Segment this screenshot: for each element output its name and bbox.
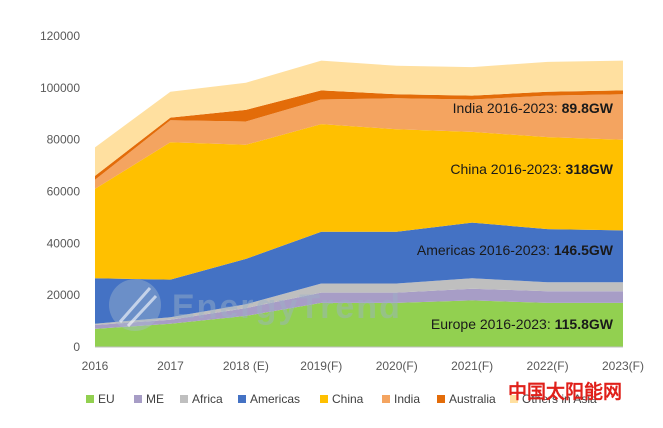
legend-swatch bbox=[134, 395, 142, 403]
legend-item-australia: Australia bbox=[437, 392, 496, 406]
axis-layer: 0 20000 40000 60000 80000 100000 120000 2016 201… bbox=[40, 29, 644, 373]
x-tick-label: 2020(F) bbox=[376, 359, 418, 373]
y-tick-label: 120000 bbox=[40, 29, 80, 43]
area-india bbox=[95, 94, 623, 189]
annotation-label: Europe 2016-2023: 115.8GW bbox=[431, 316, 614, 332]
legend-label: ME bbox=[146, 392, 164, 406]
area-americas bbox=[95, 222, 623, 324]
y-tick-label: 100000 bbox=[40, 81, 80, 95]
legend-swatch bbox=[86, 395, 94, 403]
area-eu bbox=[95, 300, 623, 347]
watermark-english: EnergyTrend bbox=[172, 288, 402, 326]
legend-item-me: ME bbox=[134, 392, 164, 406]
areas-layer bbox=[95, 60, 623, 347]
legend-swatch bbox=[320, 395, 328, 403]
legend-swatch bbox=[437, 395, 445, 403]
watermark-logo-icon bbox=[109, 279, 161, 331]
annotation-label: India 2016-2023: 89.8GW bbox=[453, 100, 614, 116]
watermark-chinese: 中国太阳能网 bbox=[508, 380, 622, 403]
area-australia bbox=[95, 90, 623, 180]
annotation-layer: India 2016-2023: 89.8GW China 2016-2023: … bbox=[417, 100, 614, 332]
y-tick-label: 60000 bbox=[47, 185, 81, 199]
x-tick-label: 2019(F) bbox=[300, 359, 342, 373]
area-china bbox=[95, 124, 623, 280]
y-tick-label: 40000 bbox=[47, 236, 81, 250]
watermark: EnergyTrend bbox=[109, 279, 402, 331]
annotation-label: Americas 2016-2023: 146.5GW bbox=[417, 242, 614, 258]
legend: EU ME Africa Americas China India Australia Oth… bbox=[86, 392, 597, 406]
x-tick-label: 2017 bbox=[157, 359, 184, 373]
legend-item-eu: EU bbox=[86, 392, 115, 406]
legend-swatch bbox=[238, 395, 246, 403]
legend-item-americas: Americas bbox=[238, 392, 300, 406]
annotation-label: China 2016-2023: 318GW bbox=[450, 161, 613, 177]
area-others-in-asia bbox=[95, 60, 623, 176]
x-tick-label: 2023(F) bbox=[602, 359, 644, 373]
legend-label: Others in Asia bbox=[522, 392, 597, 406]
legend-swatch bbox=[382, 395, 390, 403]
legend-item-china: China bbox=[320, 392, 364, 406]
y-tick-label: 20000 bbox=[47, 288, 81, 302]
legend-label: India bbox=[394, 392, 420, 406]
area-me bbox=[95, 288, 623, 329]
x-tick-label: 2022(F) bbox=[527, 359, 569, 373]
legend-item-africa: Africa bbox=[180, 392, 223, 406]
legend-swatch bbox=[180, 395, 188, 403]
y-tick-label: 0 bbox=[73, 340, 80, 354]
legend-swatch bbox=[510, 395, 518, 403]
legend-label: China bbox=[332, 392, 364, 406]
x-tick-label: 2018 (E) bbox=[223, 359, 269, 373]
legend-item-others-in-asia: Others in Asia bbox=[510, 392, 597, 406]
x-tick-label: 2016 bbox=[82, 359, 109, 373]
legend-label: Africa bbox=[192, 392, 223, 406]
legend-label: Americas bbox=[250, 392, 300, 406]
legend-label: Australia bbox=[449, 392, 496, 406]
legend-label: EU bbox=[98, 392, 115, 406]
area-africa bbox=[95, 278, 623, 325]
x-tick-label: 2021(F) bbox=[451, 359, 493, 373]
legend-item-india: India bbox=[382, 392, 420, 406]
y-tick-label: 80000 bbox=[47, 133, 81, 147]
